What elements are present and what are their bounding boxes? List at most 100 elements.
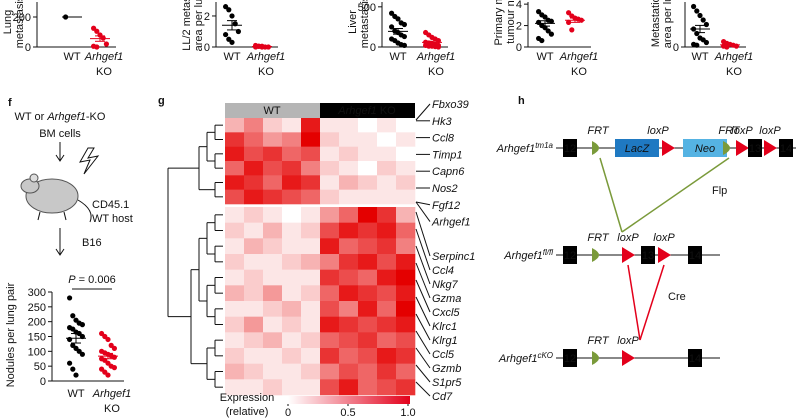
heatmap-cell — [358, 132, 378, 147]
heatmap-cell — [377, 348, 397, 364]
exon — [563, 246, 577, 264]
data-point — [703, 21, 710, 28]
group-label: Arhgef1 KO — [337, 105, 396, 117]
heatmap-cell — [377, 269, 397, 286]
site-label: loxP — [647, 125, 669, 137]
cassette — [683, 139, 727, 157]
exon-label: 13 — [749, 143, 761, 155]
heatmap-cell — [263, 363, 283, 380]
p-value: P = 0.006 — [68, 274, 115, 286]
loxp-site — [622, 247, 635, 263]
text-part: 1.0 — [400, 407, 415, 419]
site-label: FRT — [718, 125, 740, 137]
text-part: 250 — [28, 302, 46, 314]
y-tick-label: 0 — [673, 42, 679, 54]
data-point — [103, 41, 109, 47]
exon-label: 14 — [689, 250, 701, 262]
heatmap-cell — [301, 189, 321, 205]
exon — [748, 139, 762, 157]
heatmap-cell — [339, 254, 359, 270]
y-tick-label: 0 — [516, 42, 522, 54]
heatmap-cell — [377, 146, 397, 162]
heatmap-cell — [282, 146, 302, 162]
y-tick-label: 200 — [28, 317, 46, 329]
text-part: 0 — [204, 42, 210, 54]
text-part: Gzma — [432, 293, 461, 305]
colorbar-title: Expression — [220, 392, 274, 404]
heatmap-cell — [244, 222, 264, 239]
data-point — [226, 36, 232, 42]
panel-label: f — [8, 97, 12, 109]
text-part: 13 — [642, 250, 654, 262]
heatmap-cell — [263, 222, 283, 239]
text-part: loxP — [759, 125, 781, 137]
heatmap-cell — [282, 269, 302, 286]
y-axis-label: Liver — [347, 10, 359, 34]
heatmap-cell — [263, 118, 283, 133]
heatmap-cell — [396, 118, 416, 133]
text-part: Nos2 — [432, 183, 458, 195]
data-point — [100, 35, 106, 41]
heatmap-cell — [377, 118, 397, 133]
step-text: B16 — [82, 237, 102, 249]
colorbar-title: (relative) — [226, 406, 269, 418]
heatmap-cell — [301, 316, 321, 333]
group-label: WT — [223, 51, 240, 63]
data-point — [542, 14, 548, 20]
step-text: WT host — [92, 213, 133, 225]
heatmap-cell — [320, 254, 340, 270]
gene-label: Ccl4 — [432, 265, 454, 277]
heatmap-cell — [225, 238, 245, 255]
data-point — [566, 10, 572, 16]
connector — [621, 157, 730, 233]
y-tick-label: 0 — [370, 42, 376, 54]
frt-site — [592, 351, 599, 365]
heatmap-cell — [244, 285, 264, 302]
group-label: Arhgef1 — [416, 51, 456, 63]
exon-label: 13 — [642, 250, 654, 262]
heatmap-cell — [396, 189, 416, 205]
text-part: cKO — [537, 351, 553, 360]
text-part: LacZ — [625, 143, 651, 155]
group-label: WT — [63, 51, 80, 63]
heatmap-cell — [358, 175, 378, 190]
heatmap-cell — [377, 238, 397, 255]
heatmap-cell — [358, 332, 378, 349]
text-part: Fgf12 — [432, 200, 460, 212]
group-label: WT — [263, 105, 280, 117]
y-axis-label: Primary n — [493, 0, 505, 46]
heatmap-cell — [244, 118, 264, 133]
heatmap-cell — [225, 161, 245, 176]
heatmap-cell — [320, 316, 340, 333]
heatmap-cell — [377, 254, 397, 270]
text-part: 300 — [28, 287, 46, 299]
text-part: 50 — [34, 361, 46, 373]
data-point — [235, 28, 241, 35]
gene-leader — [415, 381, 431, 397]
site-label: loxP — [731, 125, 753, 137]
heatmap-cell — [396, 269, 416, 286]
heatmap-cell — [263, 285, 283, 302]
heatmap-cell — [301, 332, 321, 349]
text-part: Capn6 — [432, 166, 465, 178]
heatmap-cell — [301, 175, 321, 190]
loxp-site — [658, 247, 671, 263]
text-part: Arhgef1 — [431, 217, 471, 229]
heatmap-cell — [339, 146, 359, 162]
text-part: Metastatic — [650, 0, 662, 47]
heatmap-cell — [339, 348, 359, 364]
text-part: -KO — [86, 111, 106, 123]
data-point — [703, 39, 710, 46]
site-label: loxP — [617, 232, 639, 244]
heatmap-cell — [282, 238, 302, 255]
heatmap-cell — [358, 269, 378, 286]
data-point — [700, 17, 706, 23]
heatmap-cell — [282, 348, 302, 364]
text-part: metastasis — [14, 0, 26, 48]
heatmap-cell — [244, 207, 264, 223]
text-part: loxP — [617, 232, 639, 244]
data-point — [694, 42, 700, 48]
heatmap-cell — [263, 379, 283, 396]
text-part: f — [8, 97, 12, 109]
text-part: S1pr5 — [432, 377, 462, 389]
